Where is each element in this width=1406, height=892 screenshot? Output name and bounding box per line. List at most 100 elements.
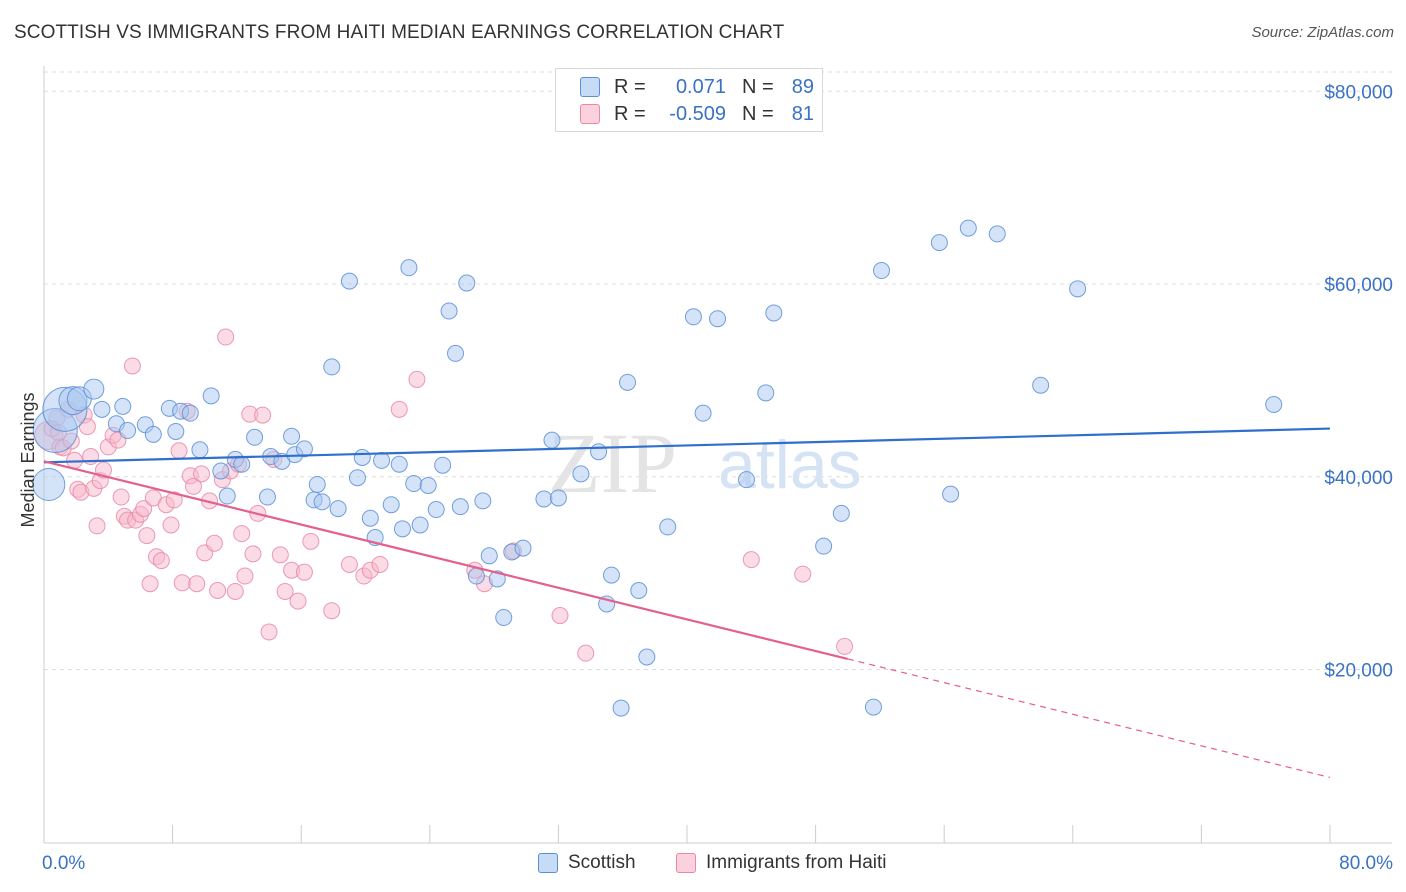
- scottish-point: [1069, 280, 1087, 298]
- haiti-point: [551, 607, 569, 625]
- scottish-point: [543, 431, 561, 449]
- scottish-point: [405, 475, 423, 493]
- legend-item-haiti: Immigrants from Haiti: [676, 852, 887, 874]
- legend-label-haiti: Immigrants from Haiti: [706, 852, 887, 873]
- scottish-point: [612, 699, 630, 717]
- haiti-point: [135, 500, 153, 518]
- legend-r-label: R =: [614, 75, 646, 98]
- legend-r-label: R =: [614, 102, 646, 125]
- scottish-point: [419, 476, 437, 494]
- haiti-trend-line: [43, 460, 849, 660]
- legend-swatch-pink: [676, 853, 696, 873]
- watermark-atlas: atlas: [718, 427, 862, 503]
- scottish-point: [329, 500, 347, 518]
- scottish-point: [619, 373, 637, 391]
- legend-label-scottish: Scottish: [568, 852, 636, 873]
- haiti-point: [371, 555, 389, 573]
- scottish-point: [393, 520, 411, 538]
- legend-n-label: N =: [742, 102, 774, 125]
- legend-swatch-pink: [580, 104, 600, 124]
- y-tick-label: $40,000: [1324, 468, 1393, 489]
- haiti-point: [209, 581, 227, 599]
- scottish-point: [942, 485, 960, 503]
- haiti-point: [184, 477, 202, 495]
- scottish-point: [549, 489, 567, 507]
- haiti-point: [295, 563, 313, 581]
- x-axis-min-label: 0.0%: [42, 853, 86, 874]
- scottish-point: [765, 304, 783, 322]
- scottish-point: [590, 443, 608, 461]
- scottish-point: [427, 501, 445, 519]
- scottish-point: [495, 608, 513, 626]
- haiti-trend-line-extrapolated: [847, 658, 1331, 779]
- scottish-point: [480, 547, 498, 565]
- scottish-trend-line: [43, 427, 1331, 464]
- scottish-point: [1265, 395, 1283, 413]
- y-tick-label: $80,000: [1324, 82, 1393, 103]
- haiti-point: [226, 582, 244, 600]
- scottish-point: [451, 498, 469, 516]
- scottish-point: [353, 449, 371, 466]
- scottish-point: [373, 451, 391, 469]
- scottish-point: [83, 378, 105, 400]
- data-points: [32, 219, 1283, 717]
- legend-r-value: -0.509: [669, 102, 726, 125]
- scottish-point: [959, 219, 977, 237]
- scottish-point: [535, 490, 553, 508]
- scottish-point: [308, 475, 326, 493]
- scottish-point: [295, 440, 313, 458]
- scottish-point: [832, 504, 850, 522]
- scottish-point: [348, 469, 366, 487]
- haiti-point: [165, 491, 183, 509]
- legend-n-label: N =: [742, 75, 774, 98]
- scottish-point: [440, 302, 458, 320]
- haiti-point: [244, 545, 262, 563]
- scottish-point: [32, 467, 66, 501]
- series-legend: Scottish Immigrants from Haiti: [0, 852, 1406, 878]
- scottish-point: [390, 455, 408, 473]
- legend-row-scottish: R = 0.071 N = 89: [580, 75, 814, 99]
- haiti-point: [217, 328, 235, 346]
- scottish-point: [659, 518, 677, 536]
- scottish-point: [447, 344, 465, 362]
- x-axis-max-label: 80.0%: [1339, 853, 1393, 874]
- haiti-point: [152, 552, 170, 570]
- y-tick-labels: $20,000 $40,000 $60,000 $80,000: [1324, 82, 1393, 681]
- scottish-point: [467, 567, 485, 585]
- haiti-point: [276, 582, 294, 600]
- scottish-point: [400, 259, 418, 277]
- haiti-point: [205, 534, 223, 552]
- scottish-point: [709, 310, 727, 328]
- haiti-point: [302, 532, 320, 550]
- haiti-point: [836, 637, 854, 655]
- haiti-point: [88, 517, 106, 535]
- haiti-point: [233, 525, 251, 543]
- scottish-point: [602, 566, 620, 584]
- haiti-point: [123, 357, 141, 375]
- scottish-point: [474, 492, 492, 510]
- haiti-point: [577, 644, 595, 662]
- scottish-point: [488, 570, 506, 588]
- haiti-point: [254, 406, 272, 424]
- y-tick-label: $20,000: [1324, 661, 1393, 682]
- haiti-point: [188, 575, 206, 593]
- legend-n-value: 89: [791, 75, 814, 98]
- scottish-point: [572, 465, 590, 483]
- scottish-point: [434, 456, 452, 474]
- scottish-point: [514, 539, 532, 557]
- scottish-point: [458, 274, 476, 292]
- chart-title: SCOTTISH VS IMMIGRANTS FROM HAITI MEDIAN…: [14, 22, 785, 43]
- scottish-point: [684, 308, 702, 326]
- legend-row-haiti: R = -0.509 N = 81: [580, 102, 814, 126]
- trend-lines: [43, 427, 1331, 779]
- scottish-point: [737, 471, 755, 489]
- scottish-point: [313, 493, 331, 511]
- y-tick-label: $60,000: [1324, 275, 1393, 296]
- scottish-point: [258, 488, 276, 506]
- scottish-point: [144, 425, 162, 443]
- scottish-point: [694, 404, 712, 422]
- scottish-point: [181, 404, 199, 422]
- scottish-point: [411, 516, 429, 534]
- scottish-point: [361, 509, 379, 527]
